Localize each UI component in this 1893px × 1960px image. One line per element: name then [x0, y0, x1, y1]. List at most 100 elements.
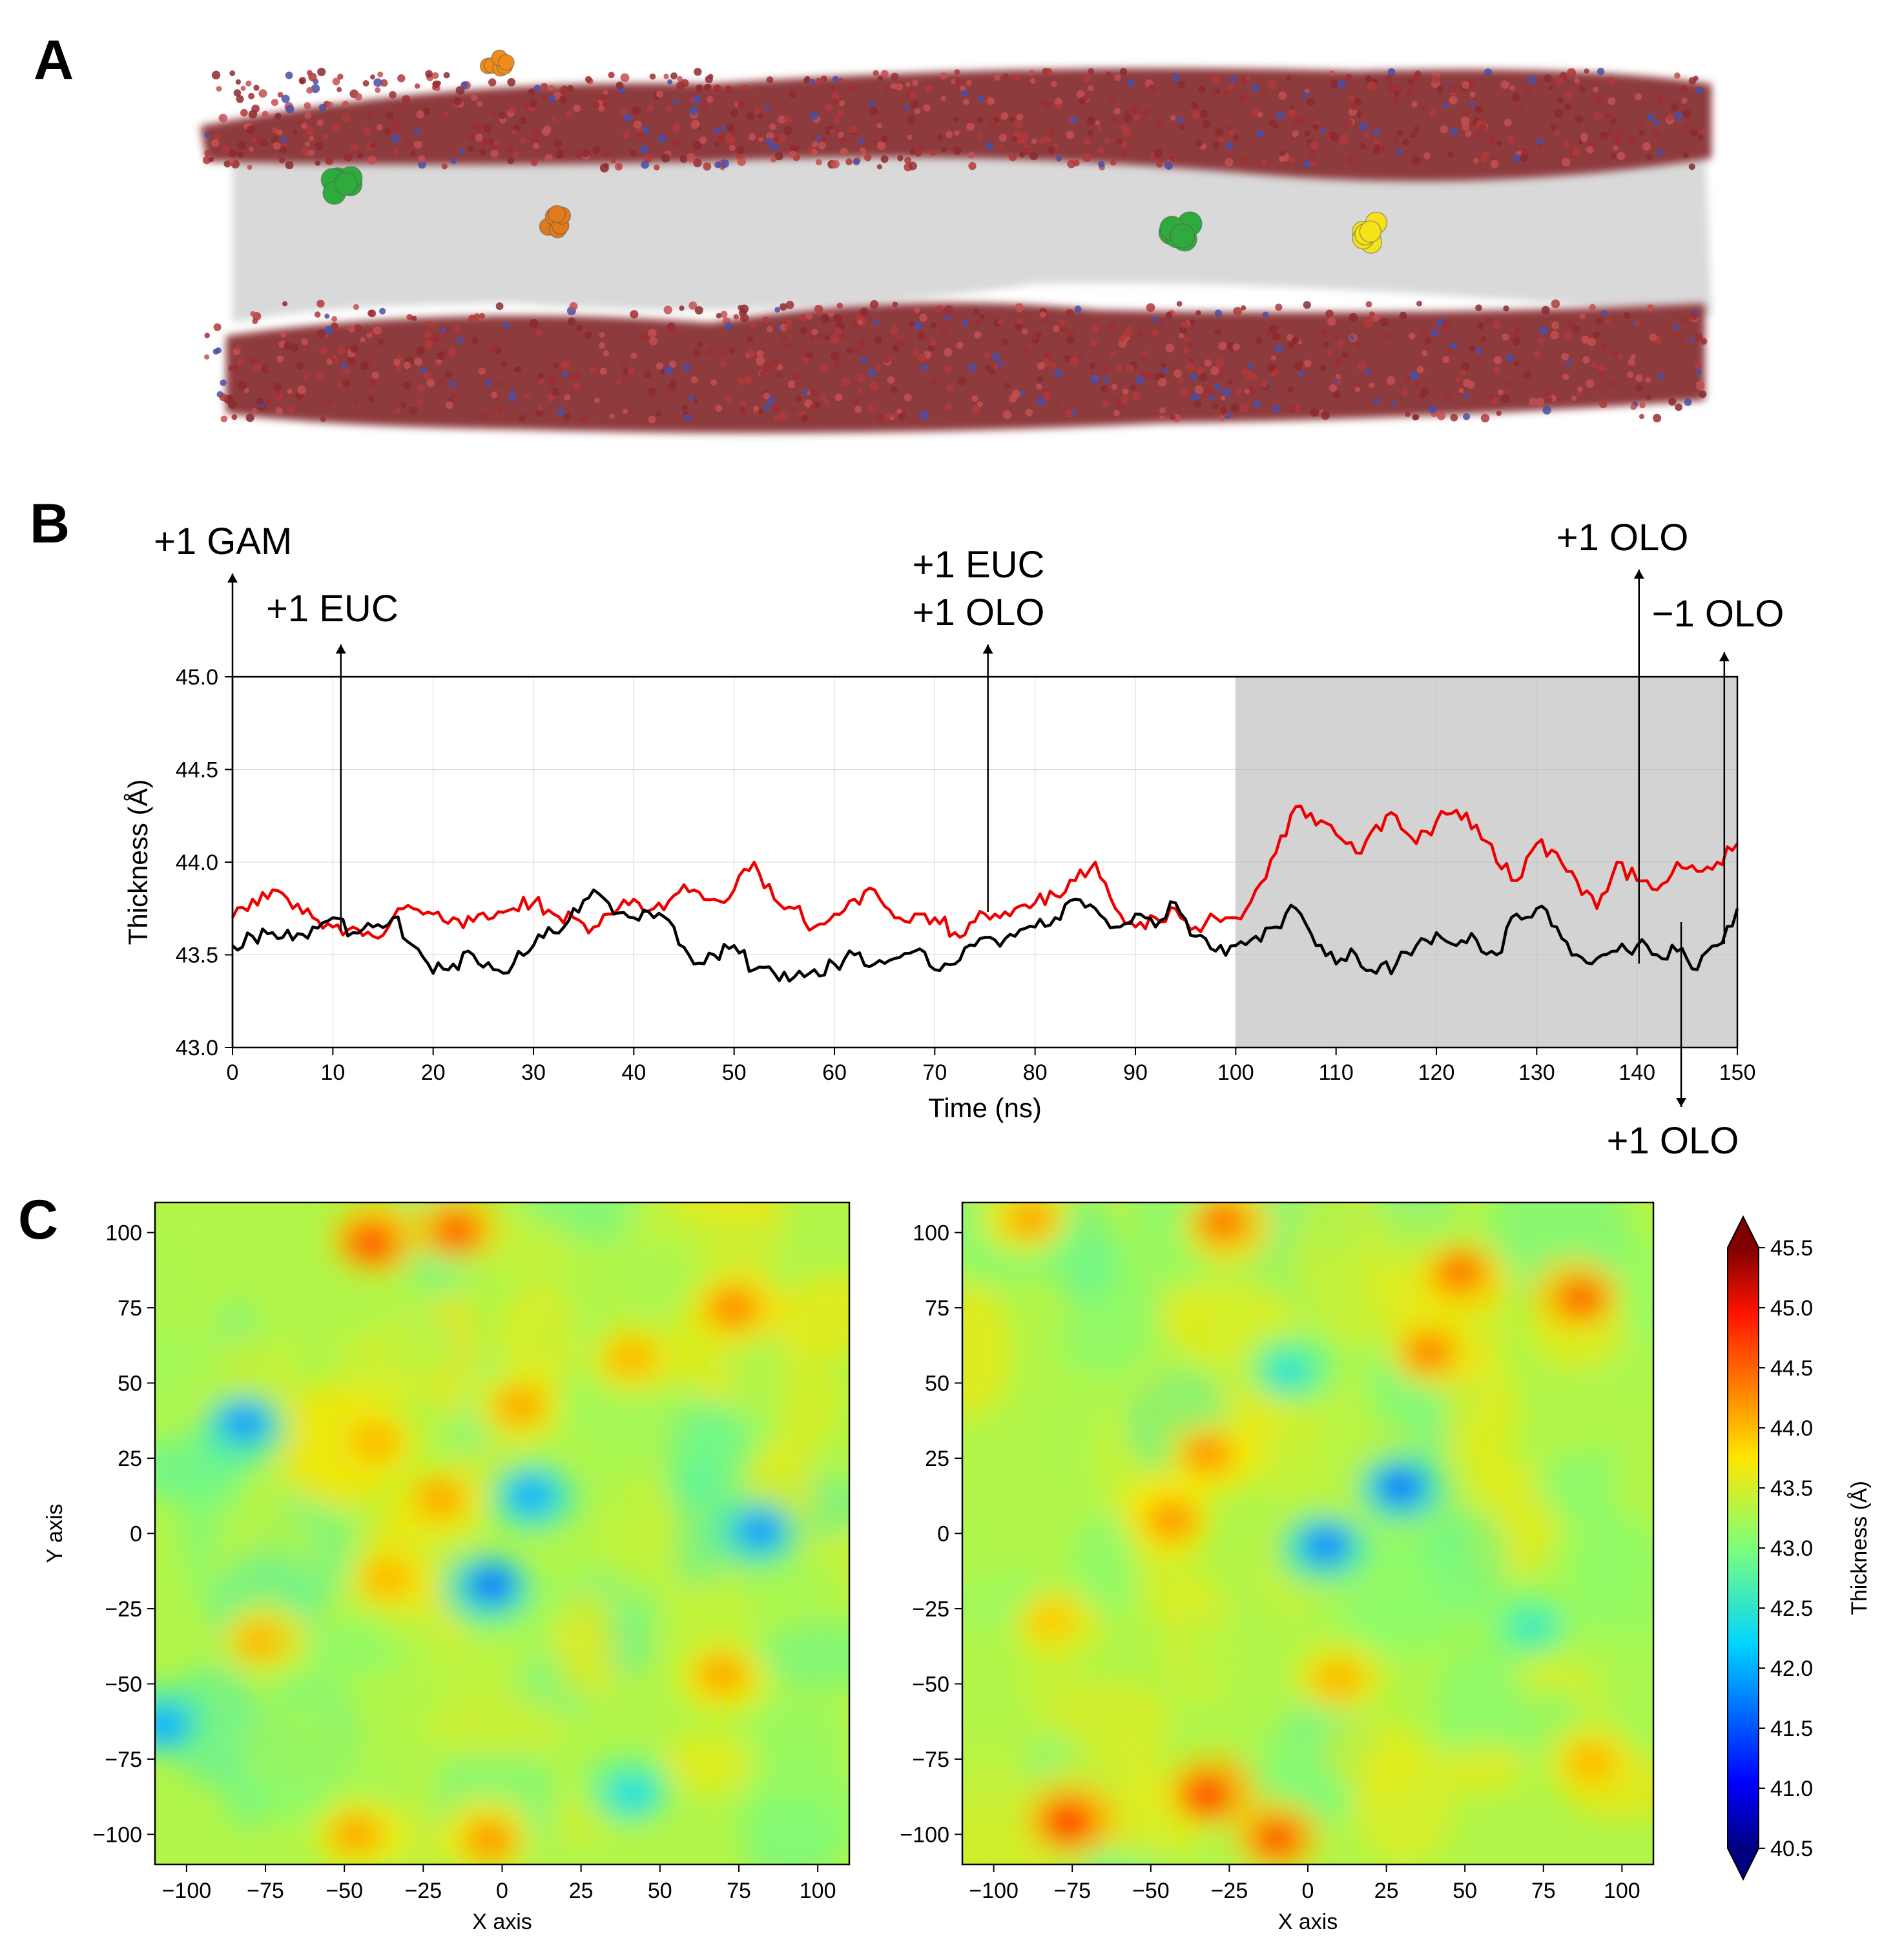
lipid-headgroup-atom: [784, 114, 792, 123]
lipid-headgroup-atom: [479, 149, 487, 156]
lipid-headgroup-atom: [833, 314, 842, 324]
lipid-headgroup-atom: [873, 70, 879, 76]
x-tick-label: 40: [621, 1060, 646, 1085]
lipid-headgroup-atom: [749, 322, 757, 329]
lipid-headgroup-atom: [756, 356, 765, 366]
lipid-headgroup-atom: [264, 398, 272, 405]
lipid-headgroup-atom: [992, 353, 1000, 361]
lipid-headgroup-atom: [1440, 125, 1448, 134]
lipid-headgroup-atom: [1023, 147, 1031, 155]
lipid-headgroup-atom: [1303, 359, 1312, 367]
lipid-headgroup-atom: [800, 327, 807, 335]
lipid-headgroup-atom: [759, 370, 767, 377]
lipid-headgroup-atom: [1474, 347, 1482, 355]
lipid-headgroup-atom: [236, 344, 242, 351]
lipid-headgroup-atom: [1214, 309, 1223, 317]
lipid-headgroup-atom: [832, 76, 839, 83]
lipid-headgroup-atom: [877, 75, 884, 81]
lipid-headgroup-atom: [914, 321, 923, 330]
lipid-headgroup-atom: [829, 335, 838, 344]
lipid-headgroup-atom: [940, 96, 947, 101]
lipid-headgroup-atom: [823, 399, 830, 406]
lipid-headgroup-atom: [1251, 84, 1259, 92]
lipid-headgroup-atom: [414, 83, 420, 89]
lipid-headgroup-atom: [1473, 158, 1479, 164]
y-tick-label: −50: [912, 1672, 949, 1697]
lipid-headgroup-atom: [316, 300, 325, 308]
heatmap-region-core: [431, 1212, 481, 1251]
lipid-headgroup-atom: [1690, 337, 1695, 343]
lipid-headgroup-atom: [890, 83, 897, 90]
lipid-headgroup-atom: [1275, 304, 1283, 311]
lipid-headgroup-atom: [1286, 334, 1294, 341]
lipid-headgroup-atom: [747, 112, 755, 121]
lipid-headgroup-atom: [1562, 373, 1569, 380]
heatmap-region-core: [1006, 1202, 1055, 1239]
lipid-headgroup-atom: [1054, 98, 1062, 106]
lipid-headgroup-atom: [1436, 85, 1444, 93]
lipid-headgroup-atom: [1431, 328, 1438, 336]
lipid-headgroup-atom: [916, 331, 925, 340]
lipid-headgroup-atom: [366, 111, 374, 119]
lipid-headgroup-atom: [1241, 156, 1248, 163]
heatmap-region-core: [1557, 1279, 1606, 1318]
lipid-headgroup-atom: [393, 149, 398, 154]
lipid-headgroup-atom: [1642, 142, 1651, 151]
lipid-headgroup-atom: [437, 352, 445, 360]
lipid-headgroup-atom: [1502, 333, 1509, 341]
lipid-headgroup-atom: [1261, 90, 1268, 96]
lipid-headgroup-atom: [1204, 359, 1212, 367]
lipid-headgroup-atom: [1424, 336, 1432, 344]
yellow-molecule: [1351, 211, 1388, 254]
lipid-headgroup-atom: [1578, 85, 1586, 92]
lipid-headgroup-atom: [1454, 376, 1462, 383]
lipid-headgroup-atom: [353, 398, 359, 404]
x-tick-label: 60: [822, 1060, 847, 1085]
lipid-headgroup-atom: [1646, 304, 1654, 312]
lipid-headgroup-atom: [935, 305, 943, 313]
lipid-headgroup-atom: [1605, 112, 1614, 121]
lipid-headgroup-atom: [702, 103, 708, 109]
lipid-headgroup-atom: [346, 153, 353, 161]
lipid-headgroup-atom: [1567, 320, 1576, 329]
heatmap-region-core: [506, 1476, 556, 1515]
lipid-headgroup-atom: [1067, 160, 1076, 169]
lipid-headgroup-atom: [1367, 81, 1376, 90]
lipid-headgroup-atom: [1628, 358, 1636, 366]
lipid-headgroup-atom: [670, 379, 678, 387]
lipid-headgroup-atom: [908, 161, 917, 170]
lipid-headgroup-atom: [1111, 384, 1118, 390]
x-tick-label: 50: [648, 1879, 672, 1903]
lipid-headgroup-atom: [424, 339, 433, 349]
lipid-headgroup-atom: [1682, 108, 1692, 118]
lipid-headgroup-atom: [831, 160, 840, 169]
lipid-headgroup-atom: [817, 333, 823, 340]
heatmap-region-core: [350, 1422, 400, 1461]
lipid-headgroup-atom: [1469, 345, 1476, 352]
lipid-headgroup-atom: [377, 71, 384, 77]
lipid-headgroup-atom: [815, 159, 822, 165]
lipid-headgroup-atom: [616, 379, 622, 385]
lipid-headgroup-atom: [1088, 85, 1094, 92]
lipid-headgroup-atom: [989, 368, 996, 375]
lipid-headgroup-atom: [1373, 143, 1381, 151]
lipid-headgroup-atom: [424, 371, 431, 380]
lipid-headgroup-atom: [1155, 120, 1163, 128]
lipid-headgroup-atom: [776, 372, 781, 378]
series-line-black: [231, 888, 1739, 983]
lipid-headgroup-atom: [1196, 367, 1205, 375]
lipid-headgroup-atom: [1630, 404, 1637, 410]
lipid-headgroup-atom: [1391, 401, 1397, 407]
lipid-headgroup-atom: [846, 347, 853, 354]
lipid-headgroup-atom: [413, 129, 421, 136]
lipid-headgroup-atom: [417, 384, 426, 393]
lipid-headgroup-atom: [1336, 379, 1343, 386]
lipid-headgroup-atom: [858, 138, 865, 144]
heatmap-texture-blob: [1290, 1202, 1392, 1317]
lipid-headgroup-atom: [547, 378, 555, 387]
lipid-headgroup-atom: [1181, 387, 1190, 397]
lipid-headgroup-atom: [622, 408, 628, 414]
lipid-headgroup-atom: [620, 358, 627, 366]
lipid-headgroup-atom: [1211, 74, 1221, 83]
lipid-headgroup-atom: [1116, 138, 1123, 145]
